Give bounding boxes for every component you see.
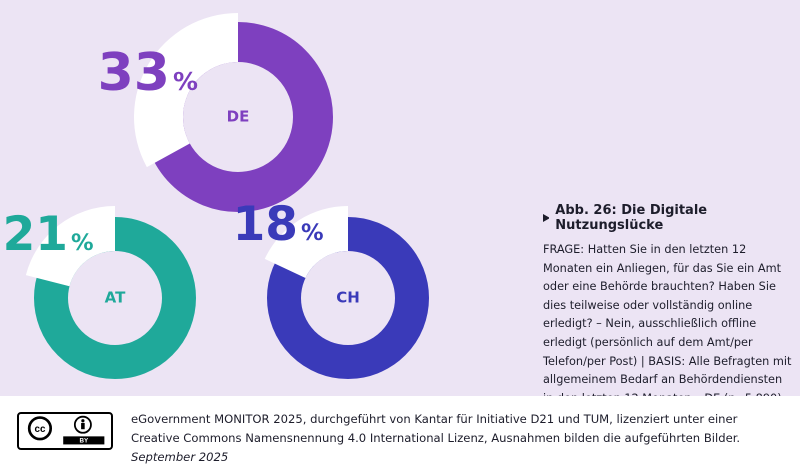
caption-title: Abb. 26: Die Digitale Nutzungslücke: [555, 203, 708, 233]
unit-label: %: [173, 67, 198, 96]
unit-label: %: [71, 230, 94, 256]
license: eGovernment MONITOR 2025, durchgeführt v…: [131, 412, 741, 445]
share-wedge: [264, 206, 348, 278]
donut-label: CH: [336, 289, 360, 307]
value-label: 21: [3, 207, 68, 262]
donut-label: AT: [105, 289, 126, 307]
value-label: 18: [233, 197, 298, 252]
footer: cc BY eGovernment MONITOR 2025, durchgef…: [0, 396, 800, 469]
by-label: BY: [79, 437, 89, 444]
chart-area: DE 33% AT 21% CH 18% Abb. 26: Die Digitale Nu…: [0, 0, 800, 423]
caption-title-row: Abb. 26: Die Digitale Nutzungslücke: [543, 203, 793, 233]
unit-label: %: [301, 220, 324, 246]
share-wedge: [25, 206, 115, 287]
donut-label: DE: [227, 108, 250, 126]
cc-label: cc: [34, 424, 45, 435]
cc-badge: cc BY: [17, 412, 113, 450]
date: September 2025: [131, 450, 229, 464]
share-wedge: [133, 13, 238, 168]
donut-charts: DE 33 % AT 21 % CH 18%: [3, 13, 429, 379]
arrow-icon: [543, 214, 550, 222]
license-text: eGovernment MONITOR 2025, durchgeführt v…: [131, 410, 781, 467]
caption: Abb. 26: Die Digitale Nutzungslücke FRAG…: [543, 203, 793, 427]
value-label: 33: [98, 43, 170, 103]
